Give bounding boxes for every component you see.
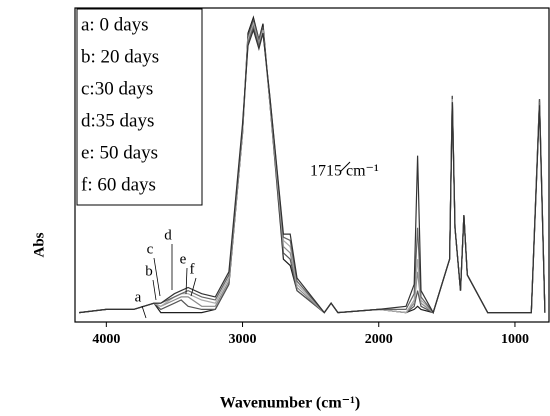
legend-entry: a: 0 days	[81, 14, 149, 35]
annotation: a	[135, 289, 142, 305]
annotation-arrow	[339, 161, 351, 173]
legend-entry: f: 60 days	[81, 174, 156, 195]
x-axis-label: Wavenumber (cm⁻¹)	[220, 395, 360, 412]
annotation: 1715 cm⁻¹	[310, 163, 379, 180]
annotation-arrow	[141, 305, 147, 319]
spectrum-line	[79, 28, 546, 315]
annotation-arrow	[152, 279, 157, 301]
y-axis-label: Abs	[31, 232, 47, 257]
plot-frame	[74, 7, 550, 323]
annotation-arrow	[190, 277, 197, 297]
x-tick-label: 4000	[92, 332, 120, 347]
legend-entry: b: 20 days	[81, 46, 159, 67]
x-tick-label: 1000	[501, 332, 529, 347]
x-tick-label: 3000	[229, 332, 257, 347]
legend-box	[76, 8, 203, 206]
annotation: c	[147, 241, 154, 257]
x-tick-label: 2000	[365, 332, 393, 347]
annotation: b	[145, 263, 153, 279]
annotation: d	[164, 227, 172, 243]
legend-entry: e: 50 days	[81, 142, 158, 163]
legend-entry: c:30 days	[81, 78, 153, 99]
annotation-arrow	[153, 257, 161, 297]
legend-entry: d:35 days	[81, 110, 154, 131]
annotation: e	[180, 251, 187, 267]
annotation: f	[190, 261, 195, 277]
annotation-arrow	[185, 267, 188, 295]
